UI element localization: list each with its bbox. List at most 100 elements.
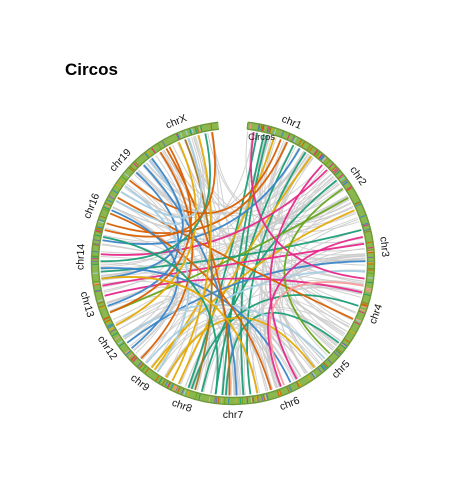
- band-tick: [341, 342, 348, 347]
- band-tick: [133, 162, 139, 168]
- band-tick: [109, 194, 115, 199]
- ideogram-label: Circos: [248, 132, 275, 143]
- grey-link: [279, 247, 365, 375]
- link: [267, 236, 364, 387]
- band-tick: [130, 356, 136, 362]
- band-tick: [319, 154, 325, 161]
- link: [107, 171, 180, 307]
- band-tick: [340, 344, 346, 349]
- band-tick: [118, 179, 125, 184]
- band-tick: [320, 155, 325, 161]
- band-tick: [114, 335, 120, 341]
- band-tick: [286, 133, 291, 140]
- band-tick: [108, 195, 115, 200]
- band-tick: [251, 396, 254, 403]
- band-tick: [128, 353, 134, 359]
- band-tick: [250, 396, 253, 403]
- link: [283, 188, 344, 355]
- band-tick: [194, 392, 198, 400]
- band-tick: [139, 363, 144, 369]
- band-tick: [157, 143, 162, 150]
- band-tick: [278, 389, 282, 396]
- link: [140, 151, 194, 360]
- band-tick: [339, 176, 346, 182]
- band-tick: [176, 133, 180, 140]
- link: [101, 157, 184, 280]
- band-tick: [107, 324, 114, 329]
- band-tick: [246, 122, 249, 129]
- grey-link: [224, 322, 308, 396]
- band-tick: [361, 303, 368, 307]
- band-tick: [278, 389, 282, 396]
- band-tick: [191, 128, 194, 135]
- band-tick: [257, 124, 260, 131]
- band-tick: [322, 157, 328, 163]
- band-tick: [318, 154, 324, 160]
- band-tick: [151, 147, 156, 154]
- band-tick: [325, 159, 331, 166]
- band-tick: [258, 124, 261, 131]
- band-tick: [96, 227, 103, 230]
- band-tick: [256, 395, 259, 402]
- plot-title: Circos: [65, 60, 118, 79]
- band-tick: [332, 167, 338, 173]
- band-tick: [170, 383, 174, 390]
- band-tick: [367, 249, 374, 251]
- band-tick: [104, 319, 111, 323]
- band-tick: [161, 379, 166, 386]
- band-tick: [366, 281, 373, 284]
- band-tick: [124, 172, 130, 178]
- chromosome-label: chrX: [164, 112, 189, 131]
- band-tick: [264, 394, 268, 401]
- band-tick: [95, 230, 102, 234]
- link: [100, 169, 328, 256]
- band-tick: [310, 372, 316, 379]
- band-tick: [105, 202, 111, 207]
- band-tick: [360, 305, 367, 309]
- link: [109, 146, 192, 314]
- band-tick: [359, 308, 366, 312]
- band-tick: [298, 139, 303, 146]
- band-tick: [288, 385, 292, 392]
- band-tick: [200, 125, 203, 132]
- link: [268, 281, 364, 386]
- band-tick: [335, 350, 341, 355]
- link: [101, 276, 259, 394]
- band-tick: [246, 397, 249, 404]
- ideogram-border: [90, 121, 376, 406]
- link: [122, 303, 326, 360]
- band-tick: [186, 390, 190, 397]
- chromosome-label: chr14: [74, 243, 87, 270]
- band-tick: [364, 293, 371, 296]
- chromosome-label: chr1: [280, 113, 304, 132]
- band-tick: [289, 385, 293, 392]
- band-tick: [269, 127, 272, 134]
- band-tick: [321, 364, 326, 370]
- band-tick: [337, 174, 344, 179]
- band-tick: [108, 195, 115, 200]
- band-tick: [185, 130, 189, 137]
- chromosome-label: chr7: [223, 409, 244, 421]
- band-tick: [260, 124, 263, 131]
- band-tick: [267, 126, 271, 133]
- grey-link: [294, 219, 359, 313]
- band-tick: [194, 127, 198, 134]
- band-tick: [322, 363, 328, 369]
- band-tick: [166, 382, 171, 388]
- band-tick: [134, 161, 140, 167]
- band-tick: [362, 224, 369, 227]
- band-tick: [210, 123, 213, 130]
- link: [124, 185, 190, 373]
- band-tick: [252, 396, 255, 403]
- band-tick: [97, 299, 104, 302]
- grey-link: [157, 316, 313, 373]
- band-tick: [141, 365, 147, 372]
- band-tick: [132, 357, 138, 363]
- band-tick: [172, 384, 176, 391]
- link: [128, 139, 282, 215]
- color-links-layer: [100, 131, 366, 396]
- band-tick: [262, 394, 266, 401]
- band-tick: [316, 151, 321, 158]
- band-tick: [174, 385, 178, 392]
